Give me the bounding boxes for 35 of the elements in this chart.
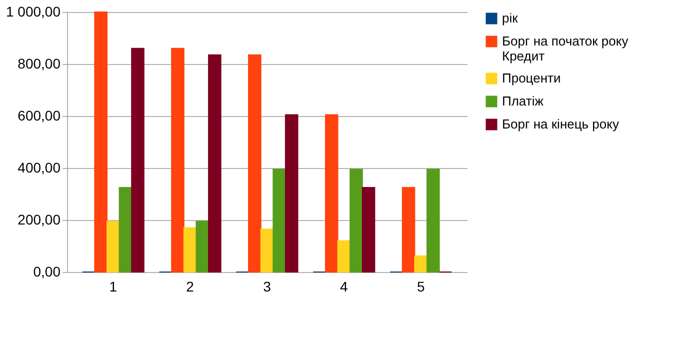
y-tick-label: 800,00 [18, 56, 61, 72]
y-tick-label: 600,00 [18, 108, 61, 124]
bar [402, 187, 416, 272]
legend-label: Платіж [502, 94, 544, 108]
y-tick-label: 400,00 [18, 160, 61, 176]
x-tick-label: 5 [416, 278, 425, 294]
x-tick-label: 3 [263, 278, 272, 294]
bar [362, 187, 376, 272]
bar [171, 48, 184, 272]
bar [324, 114, 338, 272]
bar [272, 168, 286, 272]
legend-label: Борг на початок року Кредит [502, 34, 629, 64]
bar [118, 187, 132, 272]
bar [350, 168, 363, 272]
y-tick-label: 1 000,00 [6, 4, 61, 20]
y-tick-label: 200,00 [18, 212, 61, 228]
bar [414, 255, 428, 272]
bar [131, 48, 144, 272]
bar [337, 240, 351, 272]
legend-label: Проценти [502, 70, 561, 86]
bar [248, 54, 262, 272]
bar [208, 54, 222, 272]
x-tick-label: 4 [340, 278, 348, 294]
bar [284, 114, 298, 272]
legend-label: рік [502, 10, 518, 26]
x-tick-label: 1 [109, 278, 118, 294]
bar [94, 12, 108, 272]
y-tick-label: 0,00 [33, 264, 61, 280]
bar [183, 227, 197, 272]
bar [260, 228, 274, 272]
bar [196, 220, 210, 272]
x-tick-label: 2 [186, 278, 194, 294]
legend-label: Борг на кінець року [502, 116, 620, 132]
bar [426, 168, 440, 272]
bar [106, 220, 120, 272]
